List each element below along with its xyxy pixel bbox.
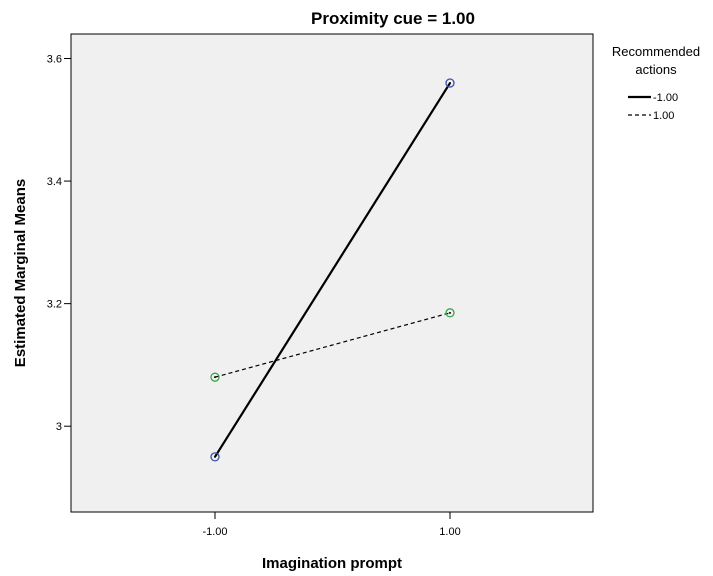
- legend-title-line-1: Recommended: [612, 44, 700, 59]
- y-tick-label-2: 3.4: [47, 176, 62, 188]
- series-1-point-1-center: [449, 311, 451, 314]
- y-tick-label-1: 3.2: [47, 299, 62, 311]
- x-tick-label-1: 1.00: [439, 526, 460, 538]
- series-1-point-1: [445, 308, 455, 318]
- series-line-1: [214, 312, 451, 378]
- legend: Recommended actions -1.00 1.00: [612, 44, 700, 122]
- x-tick-label-0: -1.00: [202, 526, 227, 538]
- series-0-point-1: [445, 78, 455, 88]
- chart-title: Proximity cue = 1.00: [311, 9, 475, 28]
- series-0-point-0-center: [214, 455, 216, 458]
- x-axis-label: Imagination prompt: [262, 555, 402, 572]
- legend-label-1: 1.00: [653, 110, 674, 122]
- legend-items: -1.00 1.00: [628, 92, 678, 122]
- series-1-point-0: [210, 372, 220, 382]
- y-tick-label-0: 3: [56, 421, 62, 433]
- series-layer: [210, 78, 455, 462]
- legend-title-line-2: actions: [635, 62, 677, 77]
- series-0-point-1-center: [449, 82, 451, 85]
- series-0-point-0: [210, 452, 220, 462]
- plot-area: [70, 33, 594, 513]
- series-line-0: [214, 82, 451, 458]
- x-axis: -1.00 1.00: [202, 512, 461, 538]
- series-1-point-0-center: [214, 376, 216, 379]
- legend-label-0: -1.00: [653, 92, 678, 104]
- y-axis-label: Estimated Marginal Means: [12, 179, 29, 367]
- y-tick-label-3: 3.6: [47, 54, 62, 66]
- y-axis: 3 3.2 3.4 3.6: [47, 54, 71, 433]
